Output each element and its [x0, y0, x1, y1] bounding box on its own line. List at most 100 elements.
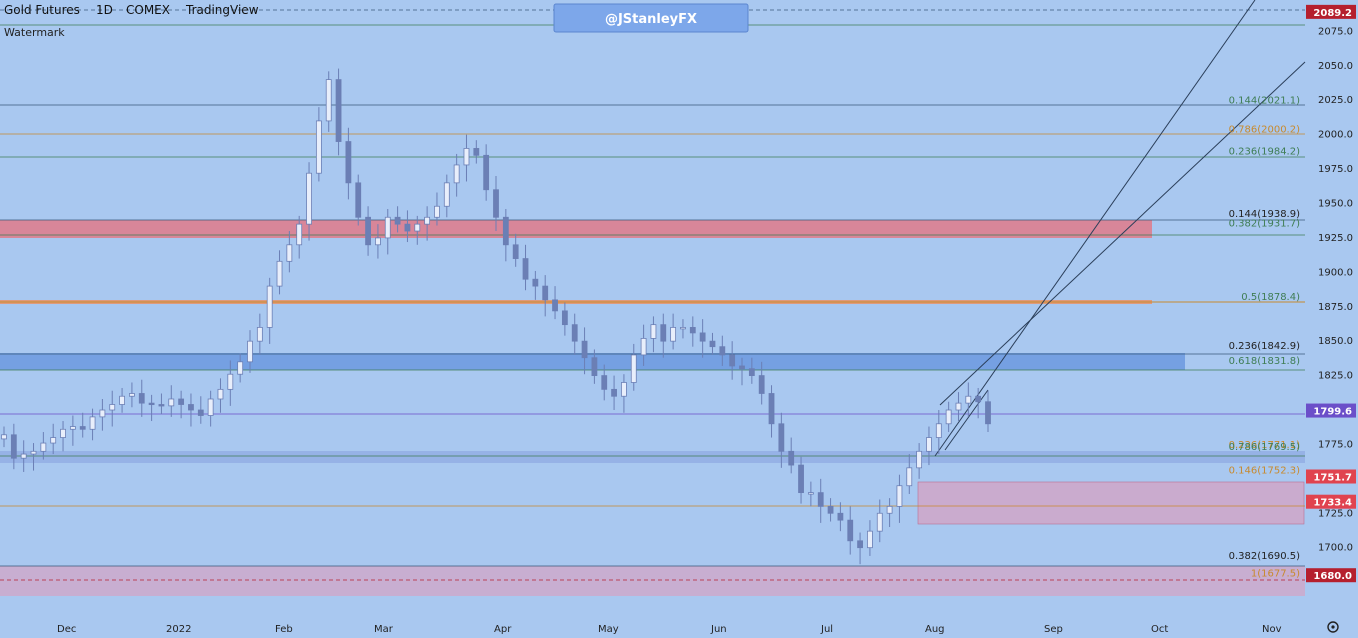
candle-body — [857, 540, 863, 549]
candle-body — [748, 368, 755, 376]
candle-body — [985, 401, 991, 425]
candle-body — [168, 398, 175, 407]
candle-body — [493, 189, 499, 218]
candle-body — [955, 402, 962, 411]
candle-body — [876, 512, 883, 532]
candle-body — [424, 216, 431, 225]
time-axis[interactable]: Dec 2022 Feb Mar Apr May Jun Jul Aug Sep… — [57, 624, 1282, 635]
candle-body — [522, 258, 529, 280]
x-label-mar: Mar — [374, 624, 394, 635]
candle-body — [20, 453, 27, 459]
x-label-sep: Sep — [1044, 624, 1063, 635]
candle-body — [886, 505, 893, 514]
x-label-aug: Aug — [925, 624, 945, 635]
candle-body — [837, 512, 844, 521]
candle-body — [227, 373, 234, 390]
candle-body — [315, 120, 322, 174]
candle-body — [50, 437, 57, 444]
x-label-oct: Oct — [1151, 624, 1168, 635]
fib-level-label: 0.5(1878.4) — [1241, 292, 1300, 303]
candle-body — [729, 354, 736, 367]
candle-body — [847, 519, 854, 542]
candle-body — [129, 393, 135, 397]
candle-body — [660, 324, 667, 342]
price-badge: 1799.6 — [1313, 407, 1352, 418]
candlestick-series — [1, 68, 991, 565]
candle-body — [99, 409, 106, 418]
candle-body — [109, 404, 116, 411]
candle-body — [138, 393, 145, 404]
fib-level-label: 0.146(1752.3) — [1229, 466, 1301, 477]
candle-body — [414, 223, 421, 232]
candle-body — [306, 172, 312, 225]
candle-body — [355, 182, 362, 218]
candle-body — [158, 404, 165, 407]
candle-body — [30, 450, 37, 455]
candle-body — [601, 375, 608, 390]
price-tick: 1825.0 — [1318, 371, 1353, 382]
price-tick: 1925.0 — [1318, 233, 1353, 244]
price-tick: 1850.0 — [1318, 336, 1353, 347]
candle-body — [807, 492, 814, 495]
candle-body — [296, 223, 303, 246]
candle-body — [916, 450, 923, 469]
price-badge: 2089.2 — [1313, 8, 1352, 19]
candle-body — [325, 79, 332, 122]
chart-header: Gold Futures 1D COMEX TradingView Waterm… — [4, 3, 259, 39]
author-handle-badge: @JStanleyFX — [553, 3, 749, 33]
candle-body — [650, 324, 657, 339]
candle-body — [40, 442, 47, 452]
source-label: TradingView — [185, 3, 259, 17]
candle-body — [788, 450, 795, 466]
candle-body — [680, 327, 686, 330]
candle-body — [581, 340, 588, 359]
x-label-2022: 2022 — [166, 624, 191, 635]
fib-level-label: 1(1677.5) — [1251, 569, 1300, 580]
candle-body — [463, 148, 470, 166]
x-label-feb: Feb — [275, 624, 293, 635]
candle-body — [699, 332, 706, 342]
gear-icon[interactable] — [1327, 621, 1339, 633]
fib-labels: 0.144(2021.1) 0.786(2000.2) 0.236(1984.2) 0… — [1229, 96, 1301, 580]
candle-body — [69, 426, 76, 430]
candle-body — [817, 492, 824, 507]
fib-level-label: 0.786(2000.2) — [1229, 124, 1301, 135]
candle-body — [630, 354, 637, 383]
candle-body — [758, 375, 765, 394]
candle-body — [611, 388, 617, 397]
fib-level-label: 0.236(1984.2) — [1229, 146, 1301, 157]
candle-body — [394, 216, 401, 225]
candle-body — [709, 340, 716, 348]
candle-body — [689, 327, 696, 334]
x-label-jun: Jun — [710, 624, 727, 635]
support-zone-lower — [0, 451, 1305, 463]
candle-body — [365, 216, 371, 246]
candle-body — [79, 426, 86, 430]
price-tick: 1875.0 — [1318, 302, 1353, 313]
price-tick: 1775.0 — [1318, 439, 1353, 450]
candle-body — [502, 216, 509, 246]
candle-body — [266, 285, 273, 328]
price-tick: 1725.0 — [1318, 508, 1353, 519]
price-tick: 1900.0 — [1318, 267, 1353, 278]
fib-level-label: 0.144(2021.1) — [1229, 96, 1301, 107]
candle-body — [768, 393, 775, 425]
exchange-label: COMEX — [126, 3, 170, 17]
candle-body — [640, 338, 647, 356]
price-badge-bg — [1306, 403, 1356, 418]
price-tick: 2050.0 — [1318, 61, 1353, 72]
candle-body — [404, 223, 411, 232]
candle-body — [237, 361, 244, 375]
candle-body — [906, 467, 913, 487]
fib-level-label: 0.618(1831.8) — [1229, 356, 1301, 367]
candle-body — [188, 404, 194, 411]
candle-body — [256, 327, 263, 342]
price-badge: 1733.4 — [1313, 498, 1352, 509]
candle-body — [384, 216, 391, 239]
candle-body — [965, 395, 972, 404]
candle-body — [719, 346, 726, 356]
fib-level-label: 0.786(1769.5) — [1229, 442, 1301, 453]
candle-body — [207, 398, 214, 416]
support-zone-bottom — [0, 566, 1305, 596]
